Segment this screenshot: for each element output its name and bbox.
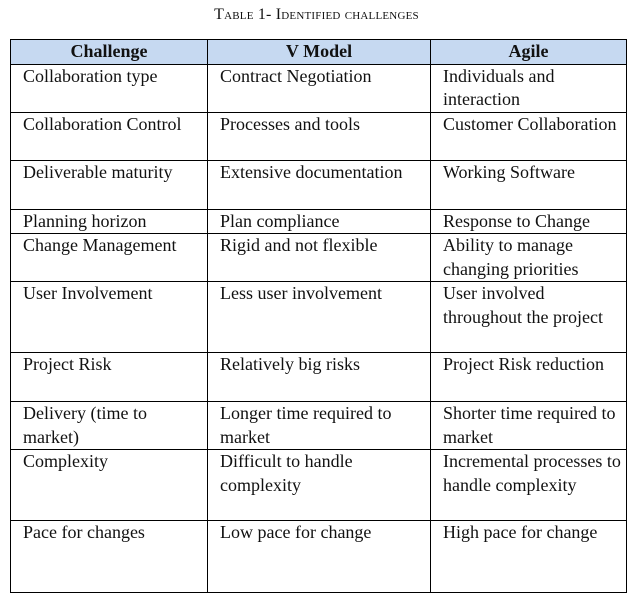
cell-challenge: Delivery (time to market) (10, 401, 208, 450)
table-row: Deliverable maturity Extensive documentat… (10, 159, 627, 210)
table-row: Pace for changes Low pace for change High … (10, 520, 627, 593)
cell-v-model: Processes and tools (207, 111, 431, 161)
table-row: Planning horizon Plan compliance Response … (10, 208, 627, 234)
cell-v-model: Rigid and not flexible (207, 233, 431, 282)
cell-challenge: Collaboration Control (10, 111, 208, 161)
table-row: Change Management Rigid and not flexible A… (10, 233, 627, 282)
table-row: Delivery (time to market) Longer time req… (10, 401, 627, 450)
table-row: Collaboration type Contract Negotiation In… (10, 63, 627, 113)
cell-v-model: Longer time required to market (207, 401, 431, 450)
header-row: Challenge V Model Agile (10, 39, 627, 65)
cell-agile: User involved throughout the project (430, 281, 627, 353)
cell-challenge: Deliverable maturity (10, 159, 208, 210)
header-challenge: Challenge (10, 39, 208, 65)
cell-v-model: Extensive documentation (207, 159, 431, 210)
cell-challenge: Complexity (10, 449, 208, 521)
cell-challenge: Pace for changes (10, 520, 208, 593)
cell-v-model: Less user involvement (207, 281, 431, 353)
table-row: Project Risk Relatively big risks Project … (10, 352, 627, 402)
header-agile: Agile (430, 39, 627, 65)
cell-v-model: Difficult to handle complexity (207, 449, 431, 521)
cell-v-model: Contract Negotiation (207, 63, 431, 113)
cell-agile: Customer Collaboration (430, 111, 627, 161)
cell-v-model: Plan compliance (207, 208, 431, 234)
cell-agile: Project Risk reduction (430, 352, 627, 402)
cell-agile: Individuals and interaction (430, 63, 627, 113)
table-row: User Involvement Less user involvement Use… (10, 281, 627, 353)
table-row: Complexity Difficult to handle complexity… (10, 449, 627, 521)
cell-agile: Shorter time required to market (430, 401, 627, 450)
cell-agile: Ability to manage changing priorities (430, 233, 627, 282)
cell-agile: Response to Change (430, 208, 627, 234)
cell-agile: High pace for change (430, 520, 627, 593)
challenges-table: Challenge V Model Agile Collaboration ty… (10, 39, 627, 593)
table-row: Collaboration Control Processes and tools… (10, 111, 627, 161)
cell-challenge: User Involvement (10, 281, 208, 353)
header-v-model: V Model (207, 39, 431, 65)
cell-challenge: Collaboration type (10, 63, 208, 113)
cell-agile: Incremental processes to handle complexi… (430, 449, 627, 521)
cell-agile: Working Software (430, 159, 627, 210)
cell-challenge: Change Management (10, 233, 208, 282)
cell-challenge: Project Risk (10, 352, 208, 402)
cell-v-model: Low pace for change (207, 520, 431, 593)
cell-v-model: Relatively big risks (207, 352, 431, 402)
table-caption: Table 1- Identified challenges (214, 6, 419, 23)
cell-challenge: Planning horizon (10, 208, 208, 234)
